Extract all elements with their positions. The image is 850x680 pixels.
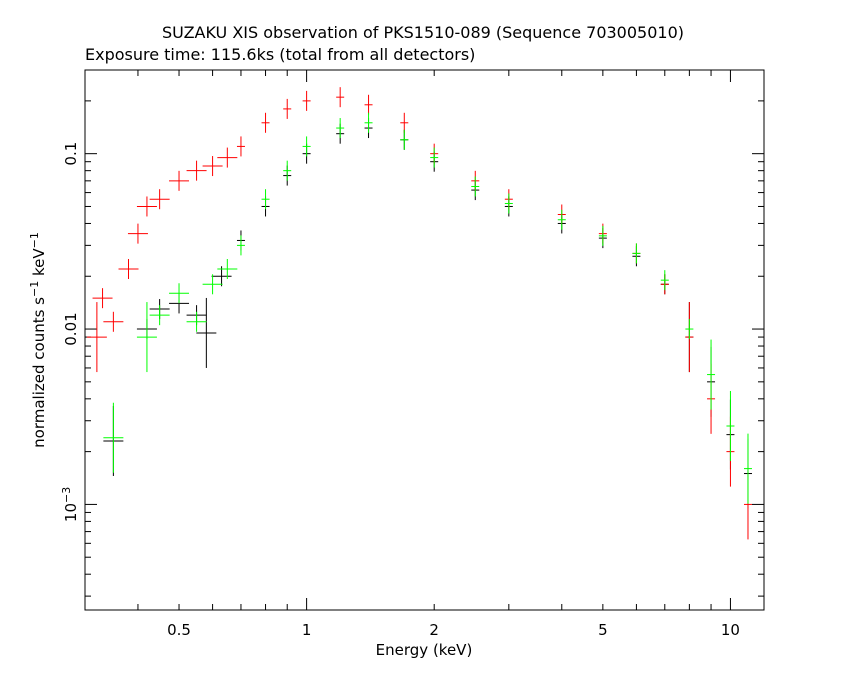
y-tick-label: 10−3 [60, 487, 80, 522]
data-point [103, 311, 124, 332]
data-point [236, 136, 245, 157]
data-point [136, 302, 157, 373]
y-tick-label-exp: −3 [60, 487, 73, 503]
data-point [283, 160, 292, 181]
x-tick-label: 2 [429, 621, 439, 639]
y-tick-labels: 0.1 0.01 10−3 [60, 142, 80, 522]
data-point [86, 302, 107, 373]
data-marks [86, 87, 752, 540]
data-point [196, 297, 217, 368]
data-point [598, 225, 607, 246]
chart-title: SUZAKU XIS observation of PKS1510-089 (S… [162, 23, 684, 42]
y-axis-label: normalized counts s−1 keV−1 [28, 232, 48, 448]
data-point [169, 283, 190, 304]
x-tick-label: 10 [721, 621, 740, 639]
y-tick-label-base: 10 [62, 503, 80, 522]
data-point [186, 160, 207, 181]
data-point [211, 266, 232, 287]
data-point [400, 129, 409, 150]
data-point [302, 136, 311, 157]
data-point [430, 147, 439, 168]
data-point [743, 433, 752, 504]
data-point [217, 147, 238, 168]
data-point [685, 319, 694, 340]
y-axis-label-base: normalized counts s [30, 297, 48, 448]
data-point [302, 90, 311, 111]
y-axis-label-exp2: −1 [28, 232, 41, 248]
x-axis-label: Energy (keV) [376, 641, 473, 659]
x-tick-label: 0.5 [167, 621, 191, 639]
data-point [127, 223, 148, 244]
data-point [336, 118, 345, 139]
chart-subtitle: Exposure time: 115.6ks (total from all d… [85, 45, 475, 64]
data-point [217, 258, 238, 279]
data-point [186, 311, 207, 332]
data-point [726, 390, 735, 461]
data-point [660, 270, 669, 291]
data-point [364, 112, 373, 133]
y-tick-label-base: 0.1 [62, 142, 80, 166]
axis-ticks [84, 70, 764, 610]
data-point [149, 189, 170, 210]
x-tick-label: 1 [302, 621, 312, 639]
data-point [261, 189, 270, 210]
data-point [504, 193, 513, 214]
data-point [261, 112, 270, 133]
data-point [336, 87, 345, 108]
data-point [400, 112, 409, 133]
plot-frame [84, 69, 765, 611]
data-point [103, 402, 124, 473]
data-point [632, 243, 641, 264]
data-point [557, 209, 566, 230]
y-axis-label-mid: keV [30, 248, 48, 281]
data-point [471, 176, 480, 197]
data-point [118, 258, 139, 279]
x-tick-labels: 0.5 1 2 5 10 [167, 621, 740, 639]
data-point [136, 196, 157, 217]
data-point [202, 274, 223, 295]
y-tick-label: 0.1 [62, 142, 80, 166]
y-axis-label-exp1: −1 [28, 281, 41, 297]
data-point [364, 94, 373, 115]
data-point [92, 288, 113, 309]
x-tick-label: 5 [598, 621, 608, 639]
data-point [149, 305, 170, 326]
y-tick-label: 0.01 [62, 312, 80, 345]
data-point [202, 156, 223, 177]
y-tick-label-base: 0.01 [62, 312, 80, 345]
data-point [236, 235, 245, 256]
data-point [283, 98, 292, 119]
data-point [169, 170, 190, 191]
data-point [707, 339, 716, 410]
